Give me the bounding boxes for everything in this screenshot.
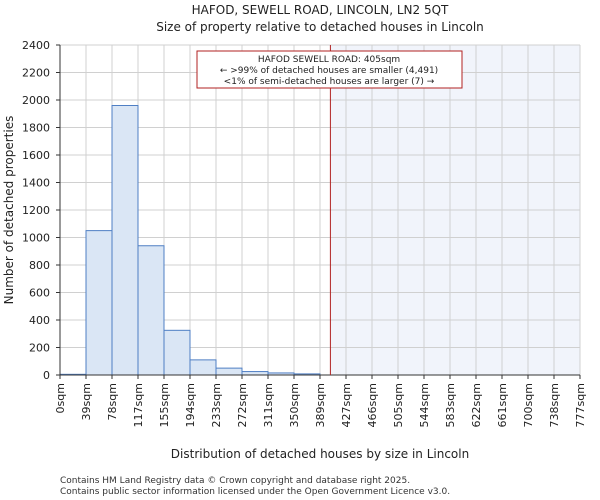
y-axis-label: Number of detached properties [2,116,16,305]
y-tick-label: 1800 [22,122,50,135]
x-tick-label: 622sqm [470,383,483,427]
x-tick-label: 272sqm [236,383,249,427]
x-tick-label: 39sqm [80,383,93,420]
chart-subtitle: Size of property relative to detached ho… [156,20,484,34]
footer-line-1: Contains HM Land Registry data © Crown c… [60,476,410,486]
bar [85,230,113,376]
x-tick-label: 738sqm [548,383,561,427]
y-tick-label: 2000 [22,94,50,107]
y-tick-label: 2200 [22,67,50,80]
x-tick-label: 78sqm [106,383,119,420]
x-tick-label: 544sqm [418,383,431,427]
bar [241,371,269,376]
annotation-line-1: HAFOD SEWELL ROAD: 405sqm [258,55,400,65]
y-tick-label: 800 [29,259,50,272]
x-tick-label: 0sqm [54,383,67,413]
bar [111,105,139,376]
x-tick-label: 155sqm [158,383,171,427]
x-tick-label: 700sqm [522,383,535,427]
y-tick-label: 1600 [22,149,50,162]
x-tick-label: 389sqm [314,383,327,427]
x-tick-label: 311sqm [262,383,275,427]
bar [137,245,165,376]
bar [189,359,217,376]
bar [163,329,191,376]
annotation-line-2: ← >99% of detached houses are smaller (4… [220,66,438,76]
x-tick-label: 583sqm [444,383,457,427]
x-tick-label: 777sqm [574,383,587,427]
x-tick-label: 466sqm [366,383,379,427]
y-tick-label: 400 [29,314,50,327]
x-tick-label: 194sqm [184,383,197,427]
y-tick-label: 1000 [22,232,50,245]
annotation-box [196,50,463,89]
chart-title: HAFOD, SEWELL ROAD, LINCOLN, LN2 5QT [192,3,449,17]
x-tick-label: 505sqm [392,383,405,427]
y-tick-label: 1400 [22,177,50,190]
x-tick-label: 661sqm [496,383,509,427]
x-tick-label: 427sqm [340,383,353,427]
x-axis-label: Distribution of detached houses by size … [171,447,469,461]
y-tick-label: 200 [29,342,50,355]
y-tick-label: 2400 [22,39,50,52]
y-tick-label: 600 [29,287,50,300]
annotation-line-3: <1% of semi-detached houses are larger (… [224,77,435,87]
y-tick-label: 0 [43,369,50,382]
y-tick-label: 1200 [22,204,50,217]
x-tick-label: 350sqm [288,383,301,427]
x-tick-label: 117sqm [132,383,145,427]
bar [215,367,243,376]
footer-line-2: Contains public sector information licen… [60,487,450,497]
x-tick-label: 233sqm [210,383,223,427]
